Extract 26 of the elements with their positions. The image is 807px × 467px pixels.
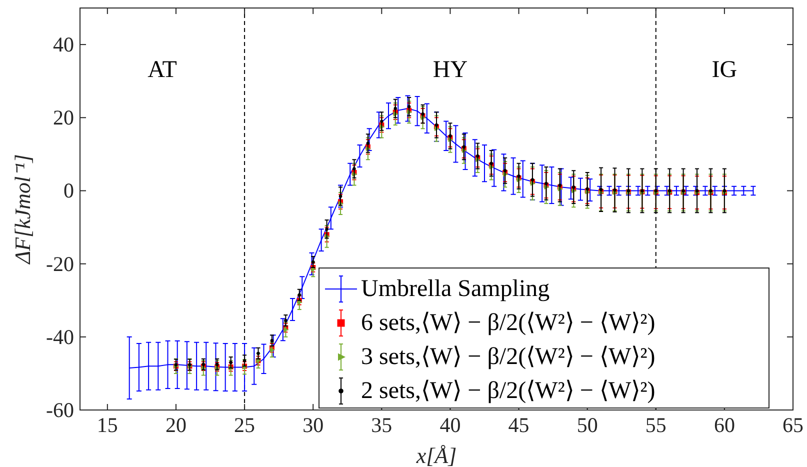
x-tick-label: 50 [576, 413, 598, 437]
x-tick-label: 20 [165, 413, 186, 437]
x-tick-label: 25 [234, 413, 256, 437]
legend-label: Umbrella Sampling [361, 276, 550, 302]
legend-label: 3 sets,⟨W⟩ − β/2(⟨W²⟩ − ⟨W⟩²) [361, 344, 656, 370]
x-tick-label: 60 [714, 413, 735, 437]
legend-label: 6 sets,⟨W⟩ − β/2(⟨W²⟩ − ⟨W⟩²) [361, 310, 656, 336]
x-tick-label: 35 [371, 413, 392, 437]
x-tick-label: 30 [302, 413, 324, 437]
y-axis-title: ΔF[kJmol⁻¹] [10, 154, 35, 265]
annotation: AT [148, 57, 178, 83]
x-axis-title: x[Å] [415, 443, 457, 467]
x-tick-label: 40 [440, 413, 461, 437]
y-tick-label: -20 [46, 252, 74, 276]
y-tick-label: -60 [46, 398, 74, 422]
x-tick-label: 45 [508, 413, 530, 437]
annotation: IG [712, 57, 738, 83]
annotation: HY [432, 57, 468, 83]
y-tick-label: 20 [53, 106, 74, 130]
y-tick-label: 40 [53, 32, 74, 57]
x-tick-label: 65 [782, 413, 804, 437]
y-tick-label: -40 [46, 324, 74, 349]
legend-label: 2 sets,⟨W⟩ − β/2(⟨W²⟩ − ⟨W⟩²) [361, 378, 656, 404]
x-tick-label: 55 [645, 413, 666, 437]
y-tick-label: 0 [64, 178, 74, 203]
x-tick-label: 15 [96, 413, 118, 437]
